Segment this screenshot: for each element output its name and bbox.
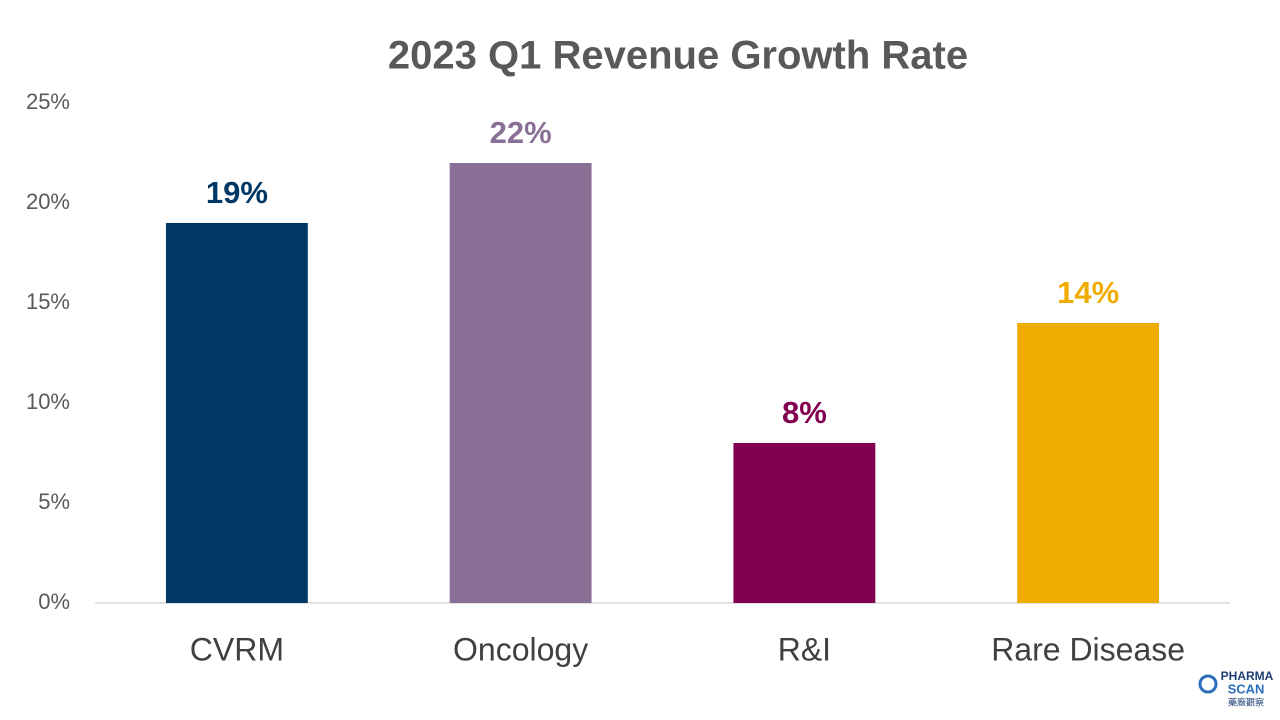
logo-text: 藥廠觀察 bbox=[1228, 696, 1264, 707]
chart-title: 2023 Q1 Revenue Growth Rate bbox=[388, 34, 968, 78]
y-tick-label: 0% bbox=[38, 589, 70, 614]
logo-icon bbox=[1198, 674, 1218, 694]
y-tick-label: 15% bbox=[26, 289, 70, 314]
bar bbox=[733, 443, 876, 603]
y-tick-label: 5% bbox=[38, 489, 70, 514]
data-label: 19% bbox=[206, 175, 268, 210]
y-tick-label: 25% bbox=[26, 89, 70, 114]
x-tick-label: Rare Disease bbox=[991, 631, 1185, 667]
logo-text: PHARMA bbox=[1221, 669, 1274, 683]
data-label: 14% bbox=[1057, 275, 1119, 310]
y-tick-label: 20% bbox=[26, 189, 70, 214]
x-tick-label: Oncology bbox=[453, 631, 588, 667]
x-tick-label: R&I bbox=[778, 631, 831, 667]
data-label: 22% bbox=[490, 115, 552, 150]
bar bbox=[165, 223, 308, 603]
x-tick-label: CVRM bbox=[190, 631, 284, 667]
data-label: 8% bbox=[782, 395, 827, 430]
logo-text: SCAN bbox=[1228, 681, 1265, 696]
y-tick-label: 10% bbox=[26, 389, 70, 414]
bar bbox=[1017, 323, 1160, 603]
bar bbox=[449, 163, 592, 603]
logo: PHARMA SCAN 藥廠觀察 bbox=[1198, 669, 1274, 707]
